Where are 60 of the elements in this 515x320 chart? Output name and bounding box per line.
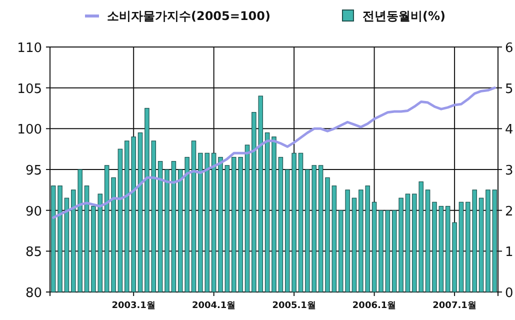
bar xyxy=(211,152,216,292)
bar xyxy=(325,177,330,292)
bar xyxy=(438,206,444,292)
bar xyxy=(318,165,324,292)
legend-label: 소비자물가지수(2005=100) xyxy=(107,9,270,23)
bar xyxy=(138,132,143,292)
bar xyxy=(224,165,230,292)
bar xyxy=(405,194,410,292)
bar xyxy=(218,156,223,292)
y-tick-label: 105 xyxy=(17,82,42,97)
y2-tick-label: 0 xyxy=(505,286,514,301)
y2-tick-label: 2 xyxy=(505,204,514,220)
x-tick-label: 2004.1월 xyxy=(192,301,236,311)
bar xyxy=(486,190,490,292)
y2-tick-label: 6 xyxy=(505,41,514,56)
bar xyxy=(91,206,96,292)
bar xyxy=(244,144,250,292)
bar xyxy=(378,210,384,292)
bar xyxy=(425,190,430,292)
y2-tick-label: 5 xyxy=(505,82,514,97)
x-tick-label: 2006.1월 xyxy=(352,301,396,311)
y2-tick-label: 4 xyxy=(505,122,514,138)
bar xyxy=(352,198,357,292)
bar xyxy=(64,198,70,292)
y-tick-label: 100 xyxy=(17,122,42,138)
y-tick-label: 90 xyxy=(25,204,42,220)
bar xyxy=(50,186,56,292)
bar xyxy=(111,177,116,292)
y-tick-label: 95 xyxy=(25,164,42,178)
bar xyxy=(278,156,284,292)
bar xyxy=(104,165,110,292)
y2-tick-label: 3 xyxy=(505,164,514,178)
x-tick-label: 2005.1월 xyxy=(272,301,316,311)
bar xyxy=(98,194,103,292)
x-tick-label: 2007.1월 xyxy=(432,301,476,311)
bar xyxy=(164,169,170,292)
legend-label: 전년동월비(%) xyxy=(362,9,446,23)
x-tick-label: 2003.1월 xyxy=(112,301,156,311)
bar xyxy=(171,161,176,292)
bar xyxy=(191,140,196,292)
bar xyxy=(58,186,62,292)
y-tick-label: 110 xyxy=(17,41,42,56)
bar xyxy=(432,202,437,292)
bar xyxy=(445,206,450,292)
bar xyxy=(332,186,337,292)
y2-tick-label: 1 xyxy=(505,245,514,260)
bar xyxy=(158,161,163,292)
bar xyxy=(492,190,498,292)
bar xyxy=(458,202,464,292)
bar xyxy=(452,222,457,292)
bar xyxy=(272,136,276,292)
bar xyxy=(84,186,90,292)
bar xyxy=(264,132,270,292)
bar xyxy=(385,210,390,292)
bar xyxy=(478,198,484,292)
bar xyxy=(372,202,377,292)
y-tick-label: 80 xyxy=(25,286,42,301)
bar xyxy=(118,148,123,292)
bar xyxy=(298,152,304,292)
y-tick-label: 85 xyxy=(25,245,42,260)
